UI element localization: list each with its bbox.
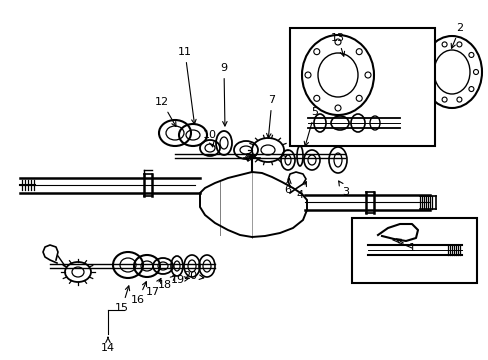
Text: 3: 3 <box>338 181 349 197</box>
Text: 9: 9 <box>220 63 227 126</box>
Text: 18: 18 <box>158 275 175 290</box>
FancyBboxPatch shape <box>289 28 434 146</box>
Text: 5: 5 <box>304 107 318 146</box>
Text: 10: 10 <box>203 130 217 147</box>
FancyBboxPatch shape <box>351 218 476 283</box>
Text: 16: 16 <box>131 282 146 305</box>
Text: 15: 15 <box>115 286 129 313</box>
Text: 20: 20 <box>183 271 203 281</box>
Text: 4: 4 <box>296 182 306 200</box>
Text: 17: 17 <box>145 279 161 297</box>
Text: 12: 12 <box>155 97 176 126</box>
Text: 11: 11 <box>178 47 196 124</box>
Text: 7: 7 <box>266 95 275 138</box>
Text: 8: 8 <box>244 153 251 163</box>
Text: 2: 2 <box>450 23 463 48</box>
Text: 6: 6 <box>284 179 291 195</box>
Text: 19: 19 <box>171 275 188 285</box>
Text: 13: 13 <box>330 33 345 56</box>
Text: 14: 14 <box>101 337 115 353</box>
Text: 1: 1 <box>396 239 415 253</box>
